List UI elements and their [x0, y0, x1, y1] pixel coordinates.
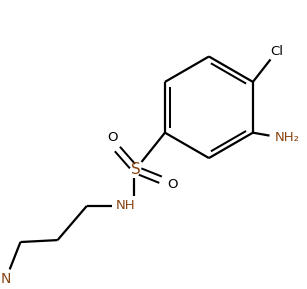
Text: NH: NH [116, 199, 136, 212]
Text: S: S [131, 162, 141, 177]
Text: O: O [107, 131, 118, 144]
Text: N: N [1, 272, 11, 286]
Text: NH₂: NH₂ [274, 131, 300, 144]
Text: Cl: Cl [270, 45, 283, 58]
Text: O: O [168, 178, 178, 191]
